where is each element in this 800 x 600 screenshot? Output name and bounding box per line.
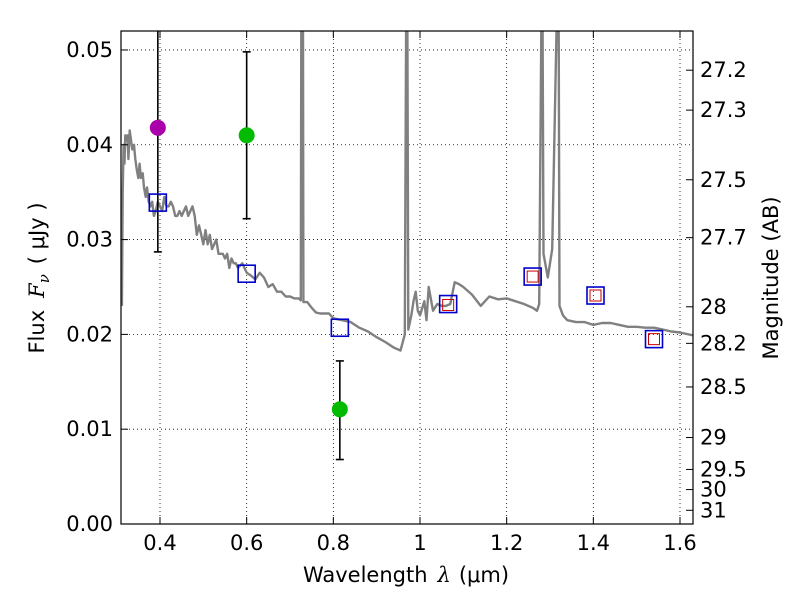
y-tick-label: 0.02: [66, 322, 113, 346]
magnitude-tick-label: 28.2: [700, 331, 747, 355]
y-axis-label-prefix: Flux: [25, 310, 49, 354]
model-photometry-square: [523, 267, 542, 286]
magnitude-tick-label: 30: [700, 478, 727, 502]
magnitude-axis-label: Magnitude (AB): [759, 196, 783, 359]
y-axis-unit: ( μJy ): [25, 202, 49, 264]
magnitude-tick-label: 27.2: [700, 58, 747, 82]
magnitude-tick-label: 27.3: [700, 98, 747, 122]
y-tick-label: 0.03: [66, 228, 113, 252]
ticks-layer: 0.4 0.6 0.8 1 1.2 1.4 1.6 0.00 0.01 0.02 0.03 0.04 0…: [66, 31, 747, 555]
model-photometry-square: [644, 329, 664, 349]
magnitude-tick-label: 29.5: [700, 457, 747, 481]
y-tick-label: 0.04: [66, 133, 113, 157]
magnitude-tick-label: 28: [700, 295, 727, 319]
model-spectrum-line: [121, 31, 693, 352]
x-axis-label-prefix: Wavelength: [303, 563, 428, 587]
y-tick-label: 0.00: [66, 512, 113, 536]
errorbar-layer: [153, 31, 344, 461]
observed-flux-point: [331, 401, 348, 418]
y-axis-subscript: ν: [35, 274, 53, 283]
observed-flux-point: [238, 127, 255, 144]
x-tick-label: 0.4: [143, 531, 176, 555]
magnitude-tick-label: 27.7: [700, 226, 747, 250]
y-tick-label: 0.01: [66, 417, 113, 441]
model-photometry-square: [237, 264, 256, 284]
inner-marker-square: [526, 270, 539, 283]
magnitude-tick-label: 29: [700, 426, 727, 450]
magnitude-tick-label: 31: [700, 498, 727, 522]
magnitude-tick-label: 27.5: [700, 168, 747, 192]
plot-frame: [120, 30, 694, 525]
x-tick-label: 1.2: [490, 531, 523, 555]
magnitude-tick-label: 28.5: [700, 375, 747, 399]
x-axis-unit: (μm): [459, 563, 509, 587]
model-spectrum-layer: [121, 31, 693, 352]
x-tick-label: 1.4: [577, 531, 610, 555]
x-tick-label: 1.6: [663, 531, 696, 555]
observed-flux-point: [149, 119, 166, 136]
x-axis-label: Wavelength λ (μm): [303, 563, 509, 587]
model-photometry-square: [438, 294, 458, 314]
model-photometry-square: [330, 318, 350, 338]
model-photometry-square: [586, 286, 605, 305]
x-axis-symbol: λ: [437, 563, 451, 587]
inner-marker-square: [589, 289, 602, 302]
y-tick-label: 0.05: [66, 38, 113, 62]
inner-marker-square: [442, 298, 455, 311]
x-tick-label: 0.6: [230, 531, 263, 555]
y-axis-symbol: F: [25, 282, 49, 299]
x-tick-label: 1: [413, 531, 426, 555]
y-axis-label: Flux Fν ( μJy ): [25, 202, 53, 353]
marker-layer: [148, 119, 664, 418]
model-photometry-square: [148, 193, 168, 212]
x-tick-label: 0.8: [317, 531, 350, 555]
inner-marker-square: [648, 333, 660, 346]
